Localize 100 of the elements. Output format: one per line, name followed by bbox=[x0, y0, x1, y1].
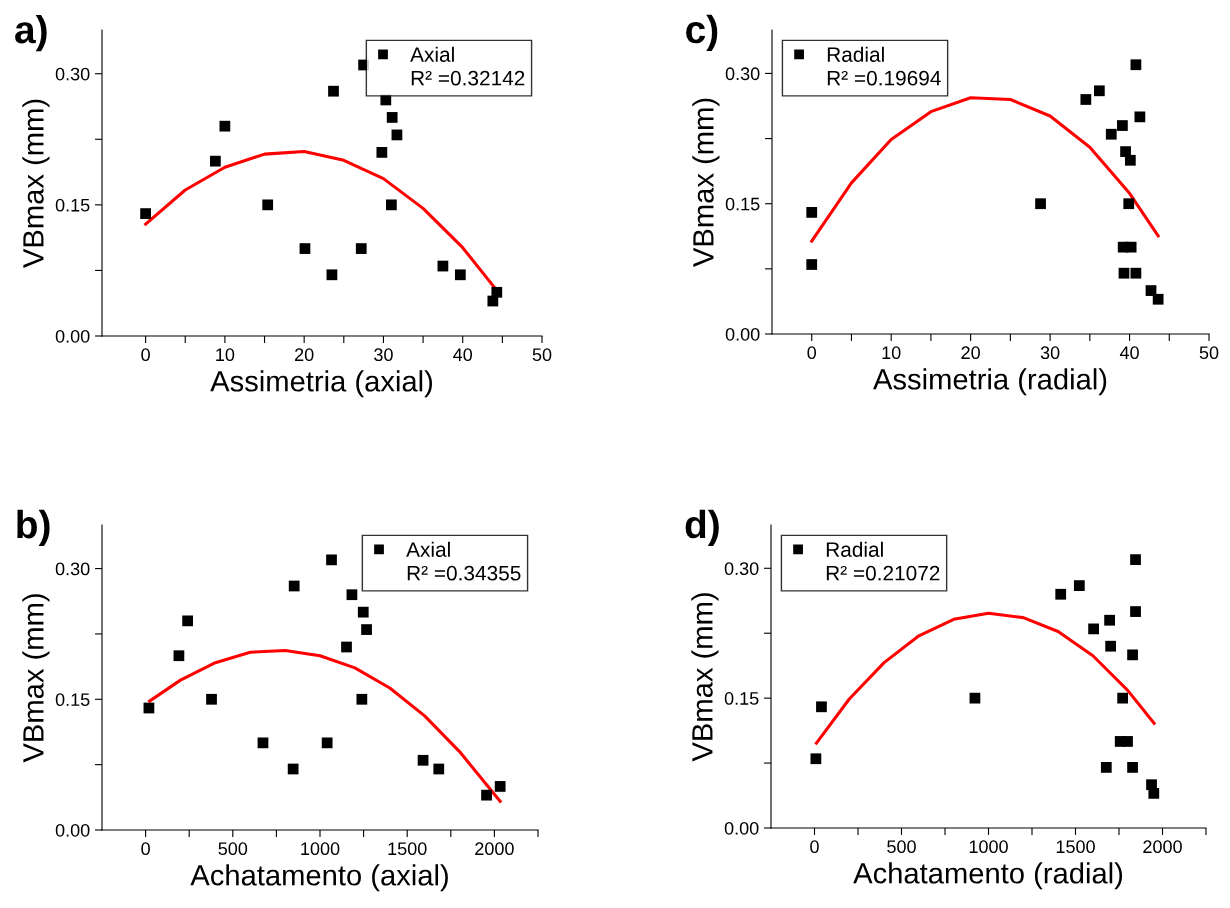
point bbox=[433, 763, 445, 775]
y-tick-label: 0.30 bbox=[724, 562, 759, 576]
x-axis-title: Assimetria (radial) bbox=[873, 368, 1107, 396]
y-axis-title: VBmax (mm) bbox=[691, 593, 719, 762]
y-tick-label: 0.00 bbox=[724, 821, 759, 835]
point bbox=[1124, 154, 1136, 166]
annotation: R² =0.21072 bbox=[826, 565, 940, 581]
point bbox=[1118, 267, 1130, 279]
point bbox=[1035, 198, 1046, 210]
y-tick-label: 0.15 bbox=[724, 692, 759, 705]
x-tick-label: 0 bbox=[807, 346, 817, 360]
point bbox=[326, 554, 337, 566]
x-tick-label: 500 bbox=[218, 842, 248, 856]
point bbox=[810, 753, 822, 765]
x-tick-label: 1000 bbox=[969, 840, 1008, 854]
point bbox=[385, 199, 397, 211]
point bbox=[1134, 111, 1146, 123]
chart-title: c) bbox=[686, 14, 718, 52]
y-axis-title: VBmax (mm) bbox=[22, 99, 50, 268]
point bbox=[1122, 736, 1133, 747]
point bbox=[491, 286, 503, 298]
legend-label: Radial bbox=[827, 46, 884, 62]
x-tick-label: 2000 bbox=[1143, 840, 1182, 854]
y-axis-title: VBmax (mm) bbox=[692, 98, 720, 267]
point bbox=[376, 147, 388, 158]
x-tick-label: 1500 bbox=[388, 842, 427, 856]
point bbox=[209, 155, 221, 167]
y-tick-label: 0.00 bbox=[55, 823, 90, 837]
point bbox=[140, 208, 151, 219]
point bbox=[1080, 94, 1092, 105]
chart-title: b) bbox=[17, 509, 50, 547]
point bbox=[262, 199, 274, 211]
x-tick-label: 500 bbox=[887, 840, 916, 854]
point bbox=[806, 207, 818, 218]
point bbox=[355, 243, 367, 254]
point bbox=[494, 781, 506, 792]
point bbox=[1130, 554, 1141, 566]
point bbox=[816, 701, 827, 713]
point bbox=[182, 615, 194, 627]
x-tick-label: 20 bbox=[961, 346, 980, 360]
y-tick-label: 0.30 bbox=[55, 562, 90, 576]
point bbox=[1105, 128, 1117, 140]
x-tick-label: 50 bbox=[1199, 346, 1219, 360]
chart-title: d) bbox=[685, 509, 719, 546]
point bbox=[1148, 787, 1160, 799]
point bbox=[287, 763, 299, 775]
point bbox=[173, 650, 185, 662]
point bbox=[219, 120, 231, 132]
x-tick-label: 0 bbox=[141, 348, 150, 362]
x-tick-label: 0 bbox=[141, 842, 150, 856]
x-tick-label: 40 bbox=[453, 348, 473, 362]
legend-label: Axial bbox=[406, 541, 450, 557]
point bbox=[481, 789, 492, 801]
x-tick-label: 30 bbox=[374, 348, 393, 362]
point bbox=[969, 692, 981, 704]
point bbox=[454, 269, 466, 281]
line-series bbox=[814, 611, 1156, 745]
x-axis-title: Assimetria (axial) bbox=[210, 370, 433, 398]
y-tick-label: 0.15 bbox=[55, 693, 90, 707]
x-tick-label: 10 bbox=[216, 348, 235, 362]
x-axis-title: Achatamento (axial) bbox=[190, 864, 448, 892]
point bbox=[386, 112, 398, 123]
point bbox=[1117, 692, 1129, 704]
point bbox=[1100, 762, 1112, 773]
point bbox=[1117, 120, 1128, 131]
y-axis-title: VBmax (mm) bbox=[22, 594, 50, 763]
point bbox=[1073, 580, 1085, 591]
point bbox=[1127, 649, 1138, 661]
point bbox=[1145, 285, 1157, 296]
x-tick-label: 1000 bbox=[301, 842, 340, 856]
point bbox=[361, 624, 372, 635]
point bbox=[356, 693, 368, 705]
line-series bbox=[810, 96, 1160, 243]
x-tick-label: 1500 bbox=[1056, 840, 1095, 854]
x-tick-label: 10 bbox=[882, 346, 901, 360]
x-tick-label: 40 bbox=[1119, 346, 1139, 360]
annotation: R² =0.34355 bbox=[407, 565, 521, 581]
point bbox=[806, 259, 818, 270]
point bbox=[288, 580, 300, 592]
point bbox=[206, 693, 217, 705]
point bbox=[1055, 588, 1067, 600]
x-tick-label: 0 bbox=[810, 840, 819, 854]
point bbox=[1088, 623, 1099, 635]
legend-label: Radial bbox=[826, 541, 883, 557]
point bbox=[1127, 762, 1138, 773]
y-tick-label: 0.00 bbox=[725, 327, 760, 341]
point bbox=[299, 243, 311, 254]
y-tick-label: 0.15 bbox=[55, 198, 90, 212]
x-axis-title: Achatamento (radial) bbox=[853, 862, 1123, 890]
point bbox=[1130, 59, 1142, 71]
annotation: R² =0.32142 bbox=[411, 70, 525, 86]
point bbox=[326, 269, 338, 281]
y-tick-label: 0.30 bbox=[55, 67, 90, 81]
point bbox=[1125, 241, 1137, 253]
point bbox=[321, 737, 333, 749]
x-tick-label: 20 bbox=[295, 348, 314, 362]
point bbox=[417, 754, 429, 766]
point bbox=[1130, 606, 1141, 617]
x-tick-label: 30 bbox=[1040, 346, 1060, 360]
annotation: R² =0.19694 bbox=[827, 70, 941, 86]
